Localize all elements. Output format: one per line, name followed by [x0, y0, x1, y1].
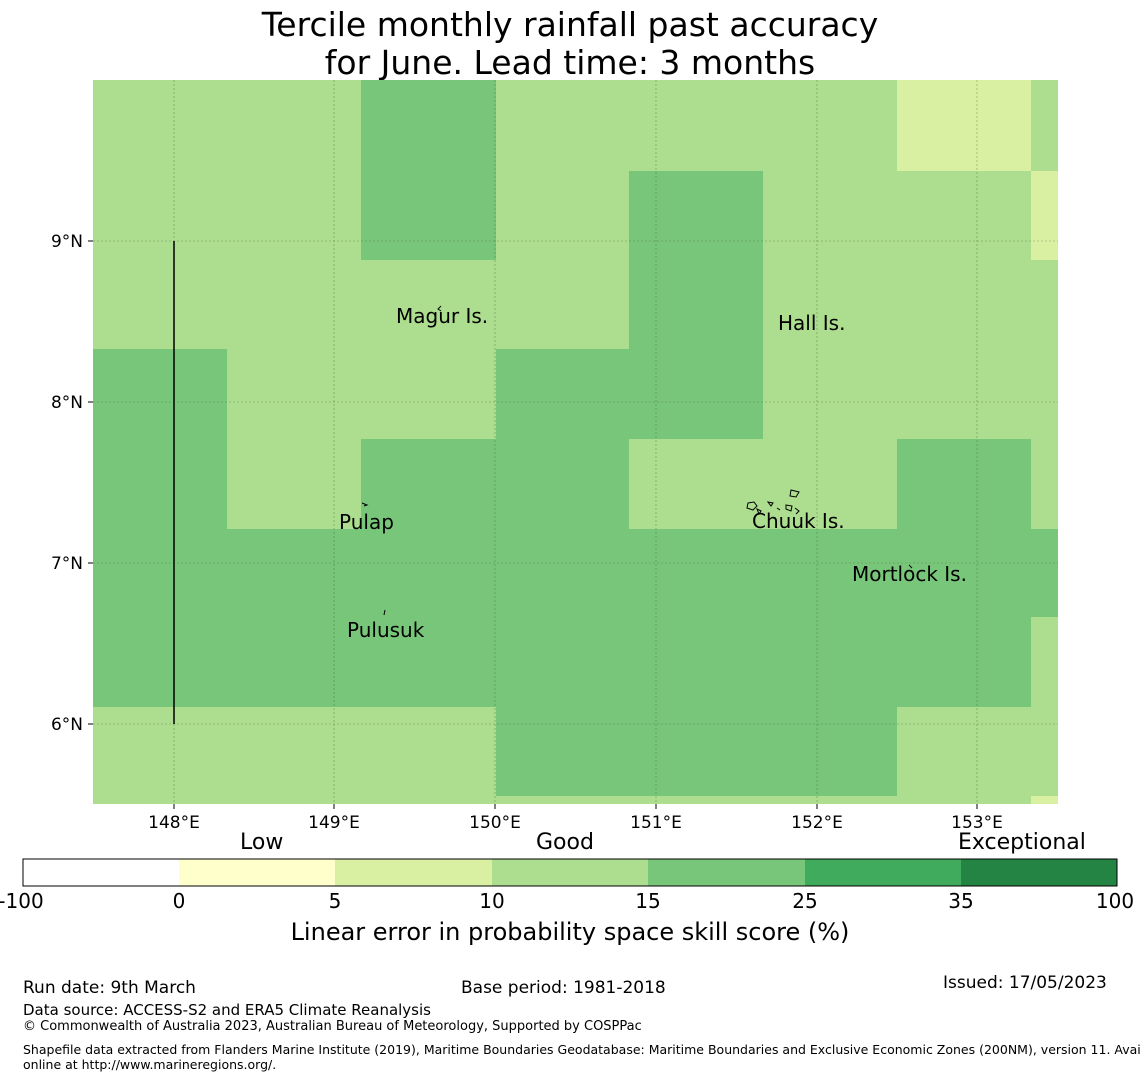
island — [437, 305, 442, 312]
cell — [496, 707, 897, 796]
shapefile-credit-line2: online at http://www.marineregions.org/. — [23, 1057, 277, 1072]
place-label-magur: Magur Is. — [396, 304, 488, 328]
x-tick-label: 152°E — [791, 813, 843, 833]
cell — [361, 439, 496, 529]
cell — [1031, 171, 1058, 260]
cell — [496, 349, 763, 439]
place-label-hall: Hall Is. — [778, 311, 845, 335]
colorbar-frame — [22, 858, 1118, 887]
colorbar-label: Linear error in probability space skill … — [290, 918, 850, 946]
colorbar-category-low: Low — [240, 830, 284, 855]
colorbar — [22, 858, 1118, 887]
island — [794, 507, 800, 515]
y-tick-label: 8°N — [51, 393, 83, 413]
x-tick-label: 149°E — [308, 813, 360, 833]
colorbar-segment — [179, 859, 335, 886]
colorbar-tick: 5 — [328, 889, 342, 913]
cell — [496, 439, 629, 529]
x-tick-label: 153°E — [951, 813, 1003, 833]
cell — [897, 80, 1031, 171]
shapefile-credit-line1: Shapefile data extracted from Flanders M… — [23, 1042, 1140, 1057]
island — [383, 609, 386, 616]
island — [756, 507, 762, 516]
cell — [93, 529, 1058, 617]
x-tick-label: 151°E — [630, 813, 682, 833]
y-tick-label: 6°N — [51, 715, 83, 735]
cell — [897, 439, 1031, 529]
colorbar-tick: -100 — [0, 889, 44, 913]
x-tick-label: 150°E — [469, 813, 521, 833]
colorbar-segment — [805, 859, 961, 886]
colorbar-tick: 10 — [479, 889, 505, 913]
cells-5-10 — [897, 80, 1058, 804]
island-outlines — [361, 305, 913, 616]
colorbar-segment — [335, 859, 492, 886]
map-title-line1: Tercile monthly rainfall past accuracy — [261, 5, 879, 44]
place-label-pulusuk: Pulusuk — [347, 618, 425, 642]
y-tick-label: 7°N — [51, 554, 83, 574]
issued-date: Issued: 17/05/2023 — [943, 973, 1107, 993]
colorbar-tick: 100 — [1095, 889, 1135, 913]
tick-marks — [88, 240, 978, 809]
colorbar-segment — [23, 859, 179, 886]
y-tick-label: 9°N — [51, 232, 83, 252]
place-label-pulap: Pulap — [339, 510, 394, 534]
island — [766, 501, 774, 507]
map-title-line2: for June. Lead time: 3 months — [324, 43, 816, 82]
cell — [93, 349, 227, 529]
cells-15-25 — [93, 80, 1058, 796]
colorbar-tick: 25 — [792, 889, 818, 913]
island — [361, 502, 369, 507]
x-tick-label: 148°E — [148, 813, 200, 833]
island — [785, 504, 793, 512]
colorbar-segment — [961, 859, 1117, 886]
cell — [361, 80, 496, 260]
colorbar-tick: 15 — [635, 889, 661, 913]
colorbar-segment — [492, 859, 648, 886]
cell — [1031, 796, 1058, 804]
colorbar-category-good: Good — [536, 830, 594, 855]
base-period: Base period: 1981-2018 — [461, 978, 666, 998]
cell — [93, 617, 1031, 707]
colorbar-tick: 35 — [948, 889, 974, 913]
copyright: © Commonwealth of Australia 2023, Austra… — [23, 1019, 642, 1034]
colorbar-category-exceptional: Exceptional — [958, 830, 1086, 855]
island — [746, 501, 758, 511]
island — [908, 564, 913, 569]
colorbar-tick: 0 — [172, 889, 186, 913]
island — [789, 489, 800, 498]
place-label-mortlock: Mortlock Is. — [852, 562, 967, 586]
island — [776, 507, 781, 511]
place-label-chuuk: Chuuk Is. — [752, 509, 845, 533]
run-date: Run date: 9th March — [23, 978, 196, 998]
data-source: Data source: ACCESS-S2 and ERA5 Climate … — [23, 1001, 431, 1019]
colorbar-segment — [648, 859, 805, 886]
